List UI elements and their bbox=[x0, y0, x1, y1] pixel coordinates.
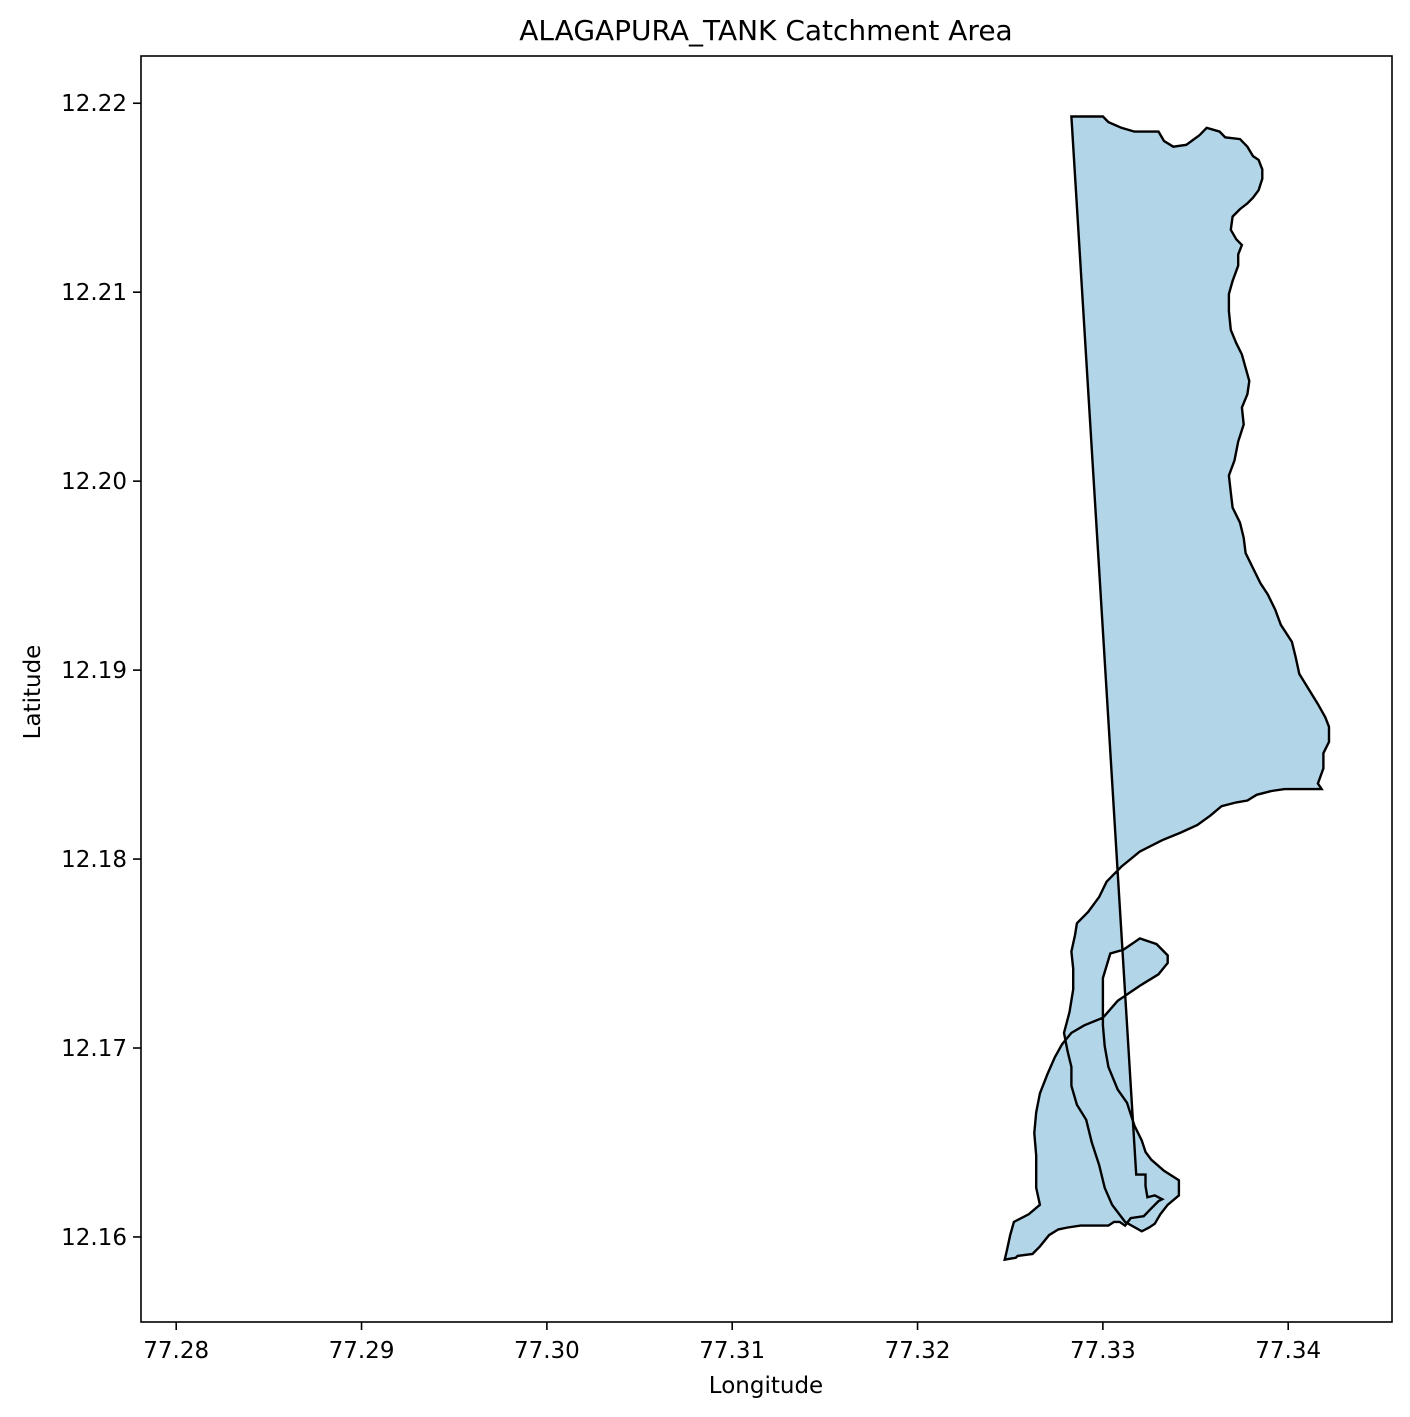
x-tick-label: 77.28 bbox=[143, 1338, 209, 1364]
x-axis-ticks: 77.28 77.29 77.30 77.31 77.32 77.33 77.34 bbox=[143, 1322, 1321, 1364]
x-tick-label: 77.29 bbox=[329, 1338, 395, 1364]
y-tick-label: 12.16 bbox=[61, 1225, 127, 1251]
y-axis-label: Latitude bbox=[20, 645, 46, 740]
x-axis-label: Longitude bbox=[709, 1373, 823, 1399]
y-tick-label: 12.17 bbox=[61, 1036, 127, 1062]
y-axis-ticks: 12.16 12.17 12.18 12.19 12.20 12.21 12.22 bbox=[61, 91, 141, 1251]
x-tick-label: 77.33 bbox=[1070, 1338, 1136, 1364]
y-tick-label: 12.22 bbox=[61, 91, 127, 117]
y-tick-label: 12.21 bbox=[61, 280, 127, 306]
x-tick-label: 77.34 bbox=[1255, 1338, 1321, 1364]
catchment-area-polygon bbox=[1003, 115, 1331, 1262]
plot-area bbox=[1003, 115, 1331, 1262]
x-tick-label: 77.32 bbox=[885, 1338, 951, 1364]
axes-frame bbox=[140, 55, 1393, 1323]
y-tick-label: 12.19 bbox=[61, 658, 127, 684]
y-tick-label: 12.20 bbox=[61, 469, 127, 495]
chart-title: ALAGAPURA_TANK Catchment Area bbox=[519, 14, 1012, 47]
x-tick-label: 77.31 bbox=[699, 1338, 765, 1364]
x-tick-label: 77.30 bbox=[514, 1338, 580, 1364]
y-tick-label: 12.18 bbox=[61, 847, 127, 873]
